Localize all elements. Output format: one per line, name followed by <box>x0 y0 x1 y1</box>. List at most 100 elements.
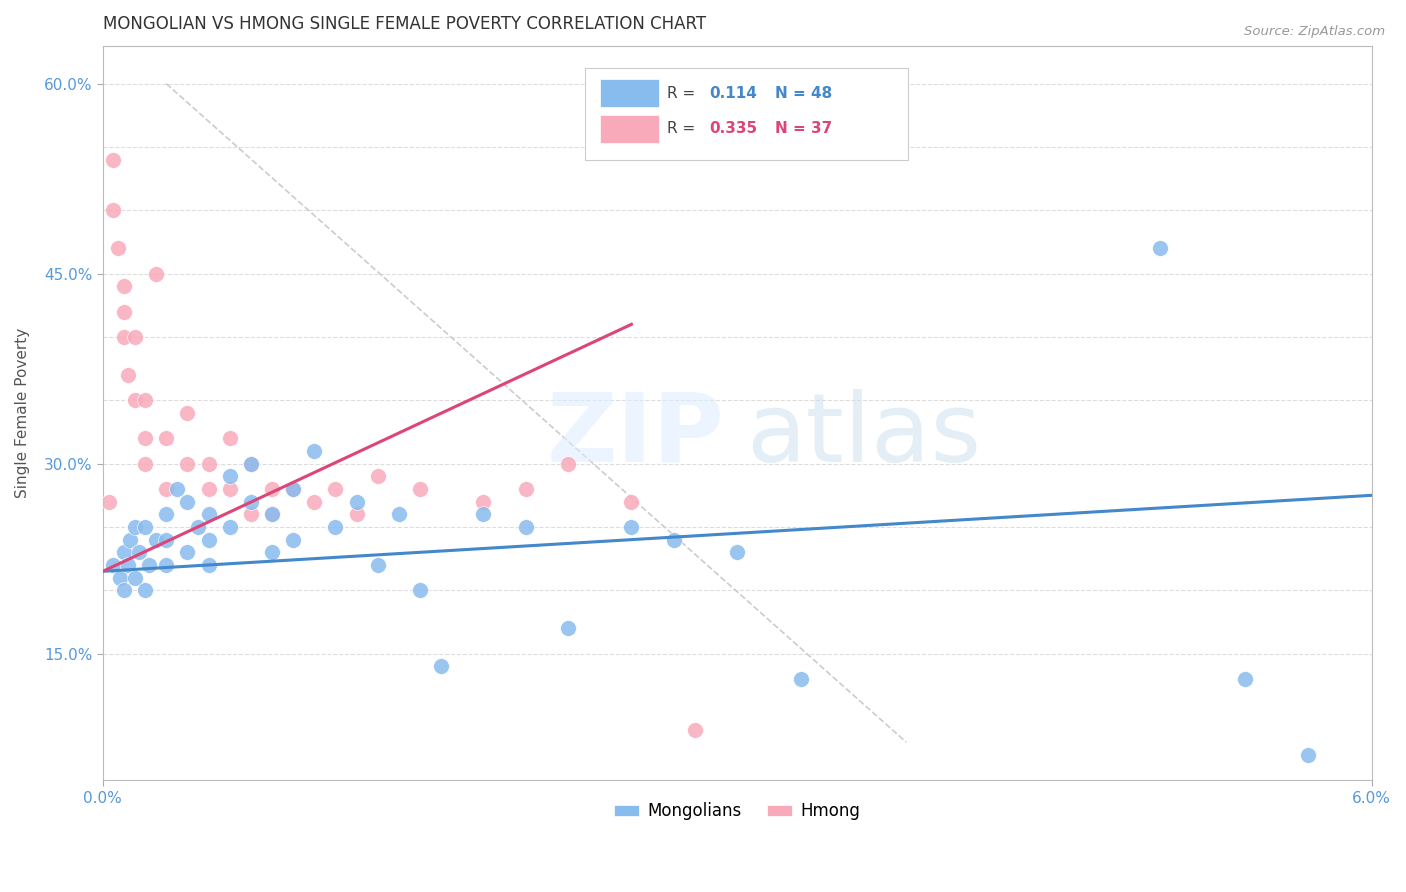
Point <box>325 482 347 496</box>
Point <box>155 533 177 547</box>
Point <box>281 482 304 496</box>
Point <box>218 520 240 534</box>
Point <box>260 482 283 496</box>
Point <box>367 558 389 572</box>
Point <box>1296 747 1319 762</box>
Point <box>1233 672 1256 686</box>
Point <box>260 508 283 522</box>
Point <box>187 520 209 534</box>
Point <box>260 508 283 522</box>
Point <box>176 545 198 559</box>
Point <box>134 431 156 445</box>
Point <box>107 241 129 255</box>
Point <box>239 457 262 471</box>
Point <box>367 469 389 483</box>
Text: N = 48: N = 48 <box>775 86 832 101</box>
Point <box>557 621 579 635</box>
Point <box>117 368 139 382</box>
Point <box>725 545 748 559</box>
Point <box>124 330 146 344</box>
Point <box>218 431 240 445</box>
Text: 0.335: 0.335 <box>709 121 758 136</box>
Point <box>112 279 135 293</box>
Point <box>325 520 347 534</box>
Point <box>124 571 146 585</box>
Point <box>166 482 188 496</box>
Point <box>620 520 643 534</box>
Text: Source: ZipAtlas.com: Source: ZipAtlas.com <box>1244 25 1385 38</box>
Point <box>239 457 262 471</box>
Point <box>155 431 177 445</box>
Point <box>346 508 368 522</box>
Point <box>103 153 125 167</box>
Point <box>134 583 156 598</box>
Point <box>218 469 240 483</box>
Point <box>789 672 811 686</box>
Point <box>197 533 219 547</box>
Point <box>124 520 146 534</box>
Point <box>176 494 198 508</box>
Text: ZIP: ZIP <box>547 389 724 482</box>
Point <box>112 330 135 344</box>
Text: R =: R = <box>668 121 700 136</box>
FancyBboxPatch shape <box>585 68 908 160</box>
Point <box>197 508 219 522</box>
Point <box>515 482 537 496</box>
FancyBboxPatch shape <box>600 115 658 143</box>
Point <box>409 482 432 496</box>
Point <box>683 723 706 737</box>
Point <box>304 444 326 458</box>
Point <box>557 457 579 471</box>
Point <box>98 494 121 508</box>
Point <box>176 457 198 471</box>
Point <box>620 494 643 508</box>
Point <box>108 571 131 585</box>
Point <box>155 482 177 496</box>
Point <box>117 558 139 572</box>
Point <box>197 457 219 471</box>
Point <box>145 533 167 547</box>
Text: 0.114: 0.114 <box>709 86 758 101</box>
Point <box>472 508 495 522</box>
Point <box>134 393 156 408</box>
Y-axis label: Single Female Poverty: Single Female Poverty <box>15 328 30 498</box>
Point <box>112 545 135 559</box>
Point <box>239 494 262 508</box>
FancyBboxPatch shape <box>600 79 658 107</box>
Point <box>112 304 135 318</box>
Point <box>103 203 125 218</box>
Point <box>103 558 125 572</box>
Legend: Mongolians, Hmong: Mongolians, Hmong <box>607 796 866 827</box>
Point <box>120 533 142 547</box>
Point <box>260 545 283 559</box>
Point <box>218 482 240 496</box>
Point <box>145 267 167 281</box>
Point <box>430 659 453 673</box>
Point <box>197 558 219 572</box>
Point <box>112 583 135 598</box>
Text: N = 37: N = 37 <box>775 121 832 136</box>
Point <box>138 558 160 572</box>
Point <box>1149 241 1171 255</box>
Point <box>515 520 537 534</box>
Point <box>388 508 411 522</box>
Point <box>134 457 156 471</box>
Point <box>662 533 685 547</box>
Point <box>155 558 177 572</box>
Point <box>176 406 198 420</box>
Point <box>128 545 150 559</box>
Point <box>281 482 304 496</box>
Text: atlas: atlas <box>747 389 981 482</box>
Point <box>124 393 146 408</box>
Point <box>155 508 177 522</box>
Point <box>197 482 219 496</box>
Point <box>134 520 156 534</box>
Point <box>239 508 262 522</box>
Point <box>472 494 495 508</box>
Text: R =: R = <box>668 86 700 101</box>
Point <box>409 583 432 598</box>
Point <box>281 533 304 547</box>
Point <box>346 494 368 508</box>
Text: MONGOLIAN VS HMONG SINGLE FEMALE POVERTY CORRELATION CHART: MONGOLIAN VS HMONG SINGLE FEMALE POVERTY… <box>103 15 706 33</box>
Point <box>304 494 326 508</box>
